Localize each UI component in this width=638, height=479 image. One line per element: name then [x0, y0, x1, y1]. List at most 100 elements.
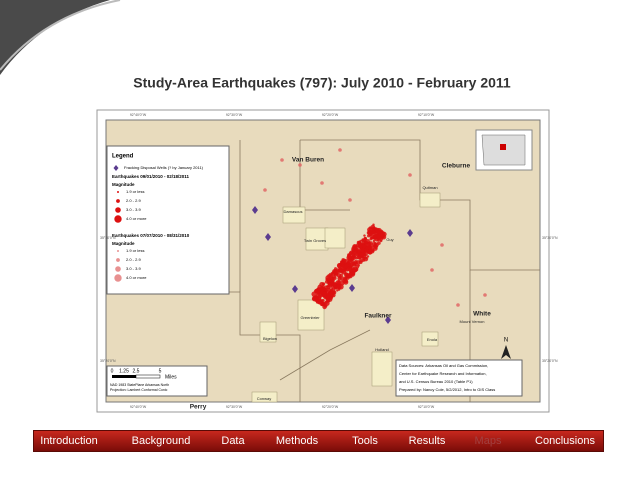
legend-item: 3.0 - 3.9: [126, 207, 141, 212]
coord-label: 92°30'0"W: [226, 405, 243, 409]
earthquake: [320, 181, 324, 185]
nav-item[interactable]: Conclusions: [535, 435, 595, 447]
earthquake: [430, 268, 434, 272]
legend-symbol: [114, 274, 122, 282]
nav-item[interactable]: Introduction: [40, 435, 98, 447]
coord-label: 35°30'0"N: [100, 236, 116, 240]
coord-label: 92°40'0"W: [130, 405, 147, 409]
place-label: Bigelow: [263, 336, 277, 341]
legend-items: 1.9 or less 2.0 - 2.9 3.0 - 3.9 4.0 or more…: [114, 189, 147, 282]
earthquake: [371, 226, 376, 231]
earthquake: [372, 239, 376, 243]
coord-label: 35°30'0"N: [542, 236, 558, 240]
nav-item[interactable]: Data: [221, 435, 245, 447]
legend-group-title: Earthquakes 07/07/2010 - 08/31/2010: [112, 233, 190, 238]
earthquake: [352, 244, 357, 249]
earthquake: [333, 282, 337, 286]
legend-symbol: [115, 207, 121, 213]
earthquake: [324, 301, 328, 304]
earthquake: [320, 299, 324, 303]
earthquake: [348, 274, 353, 279]
earthquake: [340, 260, 345, 265]
nav-item[interactable]: Methods: [275, 435, 319, 447]
earthquake: [379, 239, 383, 243]
place-label: Conway: [257, 396, 271, 401]
place-label: Greenbrier: [300, 315, 320, 320]
earthquake: [345, 263, 349, 268]
coord-label: 92°40'0"W: [130, 113, 147, 117]
sources-box: [395, 359, 523, 397]
place-label: Twin Groves: [304, 238, 326, 243]
nav-item[interactable]: Background: [131, 435, 191, 447]
earthquake: [359, 239, 362, 243]
earthquake: [364, 236, 367, 240]
source-line: Center for Earthquake Research and Infor…: [399, 371, 487, 376]
place-label: Guy: [386, 237, 393, 242]
legend-item: 3.0 - 3.9: [126, 266, 141, 271]
earthquake: [324, 280, 329, 284]
coordinate-labels: 92°40'0"W 92°40'0"W 92°30'0"W 92°30'0"W 92°2…: [100, 113, 558, 409]
earthquake: [366, 247, 370, 250]
nav-item[interactable]: Tools: [352, 435, 378, 447]
legend-symbol: [117, 191, 119, 193]
earthquake: [372, 245, 378, 251]
north-label: N: [504, 338, 508, 344]
place-labels: Van Buren Cleburne Faulkner White Perry Conwa…: [190, 157, 492, 411]
legend-symbol: [115, 266, 121, 272]
earthquake: [338, 284, 344, 290]
place-label: Perry: [190, 404, 207, 411]
place-label: Quitman: [422, 185, 437, 190]
coord-label: 92°20'0"W: [322, 405, 339, 409]
projection-line: NAD 1983 StatePlane Arkansas North: [110, 383, 169, 387]
map-title: Study-Area Earthquakes (797): July 2010 …: [133, 75, 511, 91]
earthquake: [330, 281, 334, 286]
earthquake: [314, 288, 320, 294]
legend-item: 1.9 or less: [126, 189, 144, 194]
coord-label: 35°20'0"N: [542, 359, 558, 363]
place-label: White: [473, 311, 491, 318]
earthquake: [377, 229, 380, 233]
nav-item[interactable]: Maps: [474, 435, 502, 447]
earthquake: [381, 234, 384, 238]
earthquake: [328, 277, 335, 283]
legend-item: 1.9 or less: [126, 248, 144, 253]
earthquake: [374, 242, 377, 245]
earthquake: [376, 234, 382, 241]
place-label: Holland: [375, 347, 389, 352]
earthquake: [326, 284, 329, 288]
legend-item: 2.0 - 2.9: [126, 198, 141, 203]
coord-label: 92°10'0"W: [418, 405, 435, 409]
earthquake: [357, 242, 363, 248]
earthquake: [348, 262, 354, 268]
scale-segment: [112, 375, 136, 378]
earthquake: [355, 267, 359, 272]
earthquake: [351, 271, 355, 275]
earthquake: [361, 238, 365, 242]
coord-label: 35°20'0"N: [100, 359, 116, 363]
legend-magnitude: Magnitude: [112, 241, 135, 246]
earthquake: [339, 273, 343, 277]
earthquake: [363, 234, 366, 237]
earthquake: [356, 252, 362, 258]
earthquake: [298, 163, 302, 167]
earthquake: [348, 198, 352, 202]
earthquake: [355, 264, 360, 269]
earthquake: [379, 230, 386, 237]
place-label: Cleburne: [442, 163, 471, 170]
earthquake: [363, 240, 369, 245]
place-label: Damascus: [284, 209, 303, 214]
place-label: Faulkner: [364, 313, 392, 320]
earthquake: [344, 272, 349, 277]
place-label: Van Buren: [292, 157, 324, 164]
earthquake: [322, 291, 328, 296]
earthquake: [328, 282, 332, 286]
earthquake: [351, 249, 358, 255]
earthquake: [344, 279, 349, 283]
legend-box: [106, 145, 230, 295]
earthquake: [371, 231, 377, 237]
legend-item: 4.0 or more: [126, 216, 147, 221]
earthquake: [338, 148, 342, 152]
scale-tick: 2.5: [133, 368, 140, 374]
nav-item[interactable]: Results: [408, 435, 446, 447]
